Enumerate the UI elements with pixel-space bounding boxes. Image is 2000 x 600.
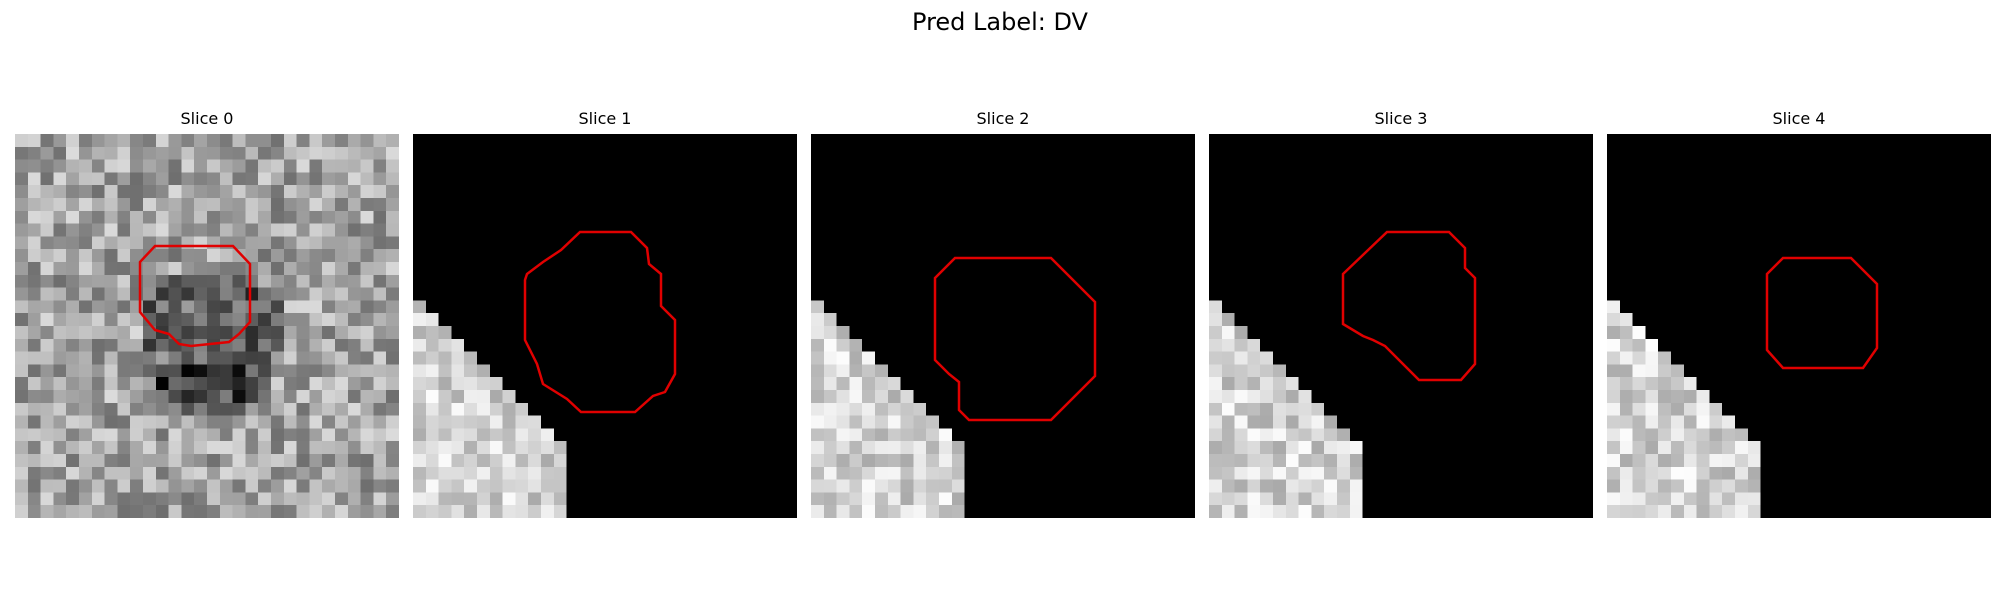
- slice-1-contour: [523, 230, 677, 414]
- slice-4-pixels: [1607, 134, 1991, 518]
- slice-1-title: Slice 1: [578, 109, 632, 128]
- figure-title: Pred Label: DV: [912, 8, 1088, 36]
- slice-3-contour: [1341, 230, 1477, 382]
- slice-2-pixels: [811, 134, 1195, 518]
- slice-4-image: [1607, 134, 1991, 518]
- slice-4-contour: [1765, 256, 1879, 370]
- slice-2-title: Slice 2: [976, 109, 1030, 128]
- slice-2-contour: [933, 256, 1097, 422]
- slice-0-pixels: [15, 134, 399, 518]
- slice-3-image: [1209, 134, 1593, 518]
- slice-2-image: [811, 134, 1195, 518]
- slice-1-pixels: [413, 134, 797, 518]
- slice-0-contour: [138, 244, 252, 348]
- slice-3-pixels: [1209, 134, 1593, 518]
- slice-1-image: [413, 134, 797, 518]
- slice-0-title: Slice 0: [180, 109, 234, 128]
- slice-4-title: Slice 4: [1772, 109, 1826, 128]
- slice-0-image: [15, 134, 399, 518]
- slice-3-title: Slice 3: [1374, 109, 1428, 128]
